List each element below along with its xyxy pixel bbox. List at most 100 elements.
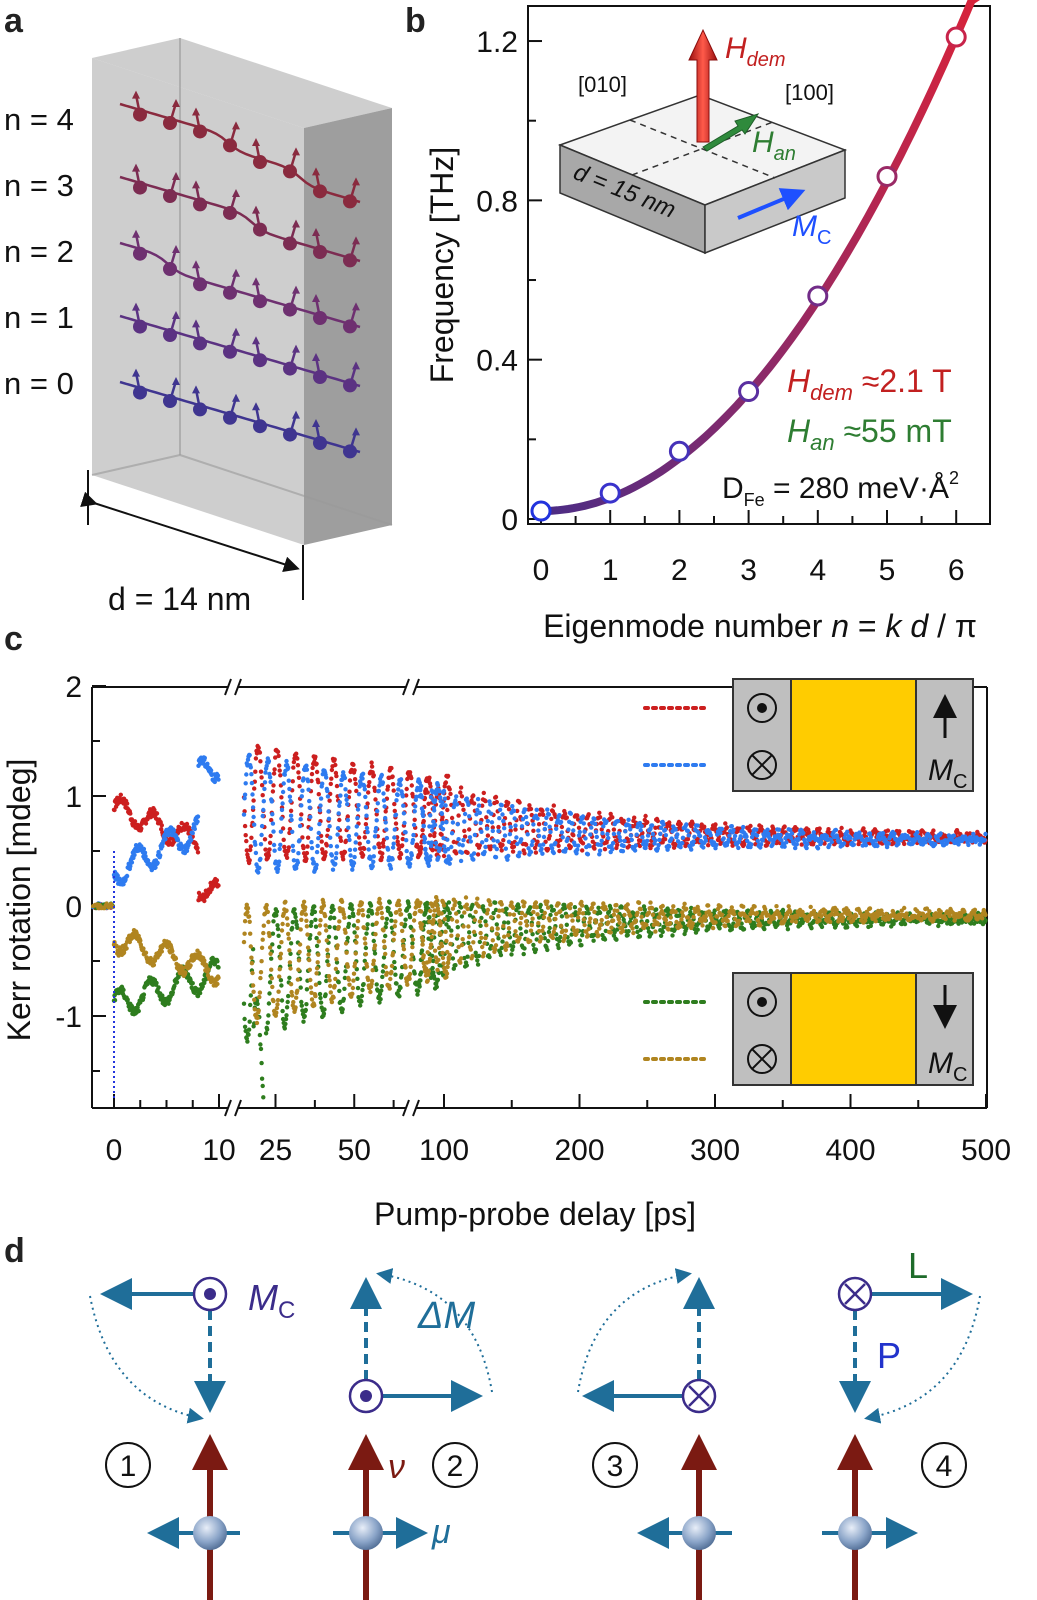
kerr-point — [502, 833, 508, 838]
kerr-point — [268, 779, 273, 785]
kerr-point — [118, 792, 124, 797]
kerr-point — [418, 900, 423, 905]
spin-arrow-head — [352, 427, 360, 436]
kerr-point — [431, 913, 437, 918]
kerr-point — [829, 839, 834, 845]
kerr-point — [261, 930, 266, 936]
kerr-point — [438, 920, 443, 926]
kerr-point — [343, 941, 349, 946]
kerr-point — [247, 752, 252, 758]
kerr-point — [271, 842, 277, 848]
kerr-point — [504, 906, 509, 911]
kerr-point — [314, 769, 320, 775]
kerr-point — [420, 827, 425, 833]
kerr-point — [443, 780, 449, 785]
kerr-point — [568, 902, 573, 907]
kerr-point — [415, 844, 420, 849]
x-tick-label-b: 4 — [809, 554, 826, 587]
kerr-point — [570, 918, 575, 923]
spin-site — [163, 116, 177, 131]
spin-arrow-head — [132, 229, 140, 238]
kerr-point — [655, 846, 660, 851]
kerr-point — [833, 827, 839, 833]
kerr-point — [424, 852, 429, 857]
kerr-point — [307, 805, 312, 810]
kerr-point — [329, 999, 335, 1005]
kerr-point — [291, 999, 296, 1005]
kerr-point — [448, 941, 453, 947]
kerr-point — [347, 847, 353, 853]
mode-label-n4: n = 4 — [4, 102, 74, 137]
kerr-point — [344, 797, 349, 802]
kerr-point — [506, 933, 511, 938]
kerr-point — [252, 1007, 257, 1012]
kerr-point — [173, 956, 179, 961]
kerr-point — [736, 845, 741, 851]
kerr-point — [403, 917, 408, 922]
kerr-point — [496, 936, 501, 941]
kerr-point — [444, 971, 450, 976]
kerr-point — [708, 832, 713, 838]
kerr-point — [380, 974, 385, 980]
kerr-point — [637, 934, 643, 939]
kerr-point — [902, 841, 907, 847]
kerr-point — [351, 762, 356, 767]
kerr-point — [571, 833, 576, 838]
kerr-point — [541, 812, 546, 817]
kerr-point — [313, 917, 318, 922]
kerr-point — [796, 836, 801, 841]
kerr-point — [242, 931, 247, 936]
kerr-point — [454, 911, 459, 916]
kerr-point — [530, 916, 535, 921]
kerr-point — [971, 831, 976, 837]
kerr-point — [587, 920, 592, 925]
kerr-point — [421, 953, 426, 958]
spin-arrow-head — [292, 219, 300, 228]
kerr-point — [275, 1002, 280, 1007]
kerr-point — [311, 859, 316, 865]
kerr-point — [350, 991, 355, 996]
spin-site — [253, 222, 267, 237]
kerr-point — [625, 932, 630, 938]
kerr-point — [519, 824, 525, 829]
kerr-point — [371, 938, 376, 944]
kerr-point — [411, 918, 417, 923]
kerr-point — [325, 947, 330, 953]
kerr-point — [308, 814, 313, 820]
kerr-point — [321, 1011, 327, 1016]
panel-label-b: b — [405, 2, 426, 40]
kerr-point — [439, 832, 444, 837]
kerr-point — [596, 933, 601, 938]
kerr-point — [342, 915, 347, 920]
kerr-point — [631, 930, 636, 936]
kerr-point — [597, 910, 603, 915]
spin-site — [343, 253, 357, 268]
kerr-point — [365, 829, 370, 835]
kerr-point — [553, 814, 558, 819]
kerr-point — [523, 913, 528, 918]
kerr-point — [491, 838, 496, 843]
kerr-point — [260, 1083, 265, 1089]
kerr-point — [265, 1027, 270, 1032]
kerr-point — [470, 902, 475, 908]
kerr-point — [936, 923, 941, 929]
kerr-point — [246, 1032, 251, 1037]
kerr-point — [286, 845, 291, 850]
kerr-point — [170, 948, 175, 954]
kerr-point — [412, 817, 417, 822]
kerr-point — [249, 961, 255, 966]
spin-site — [133, 246, 147, 261]
kerr-point — [317, 980, 322, 986]
kerr-point — [586, 812, 591, 817]
kerr-point — [248, 931, 253, 936]
kerr-point — [817, 826, 822, 831]
kerr-point — [314, 935, 319, 941]
kerr-point — [506, 926, 512, 931]
kerr-point — [455, 925, 460, 930]
kerr-point — [282, 844, 287, 850]
kerr-point — [493, 855, 499, 860]
kerr-point — [459, 942, 465, 948]
spin-arrow-head — [132, 368, 140, 377]
x-tick-label-c: 200 — [554, 1134, 604, 1167]
kerr-point — [604, 819, 609, 824]
